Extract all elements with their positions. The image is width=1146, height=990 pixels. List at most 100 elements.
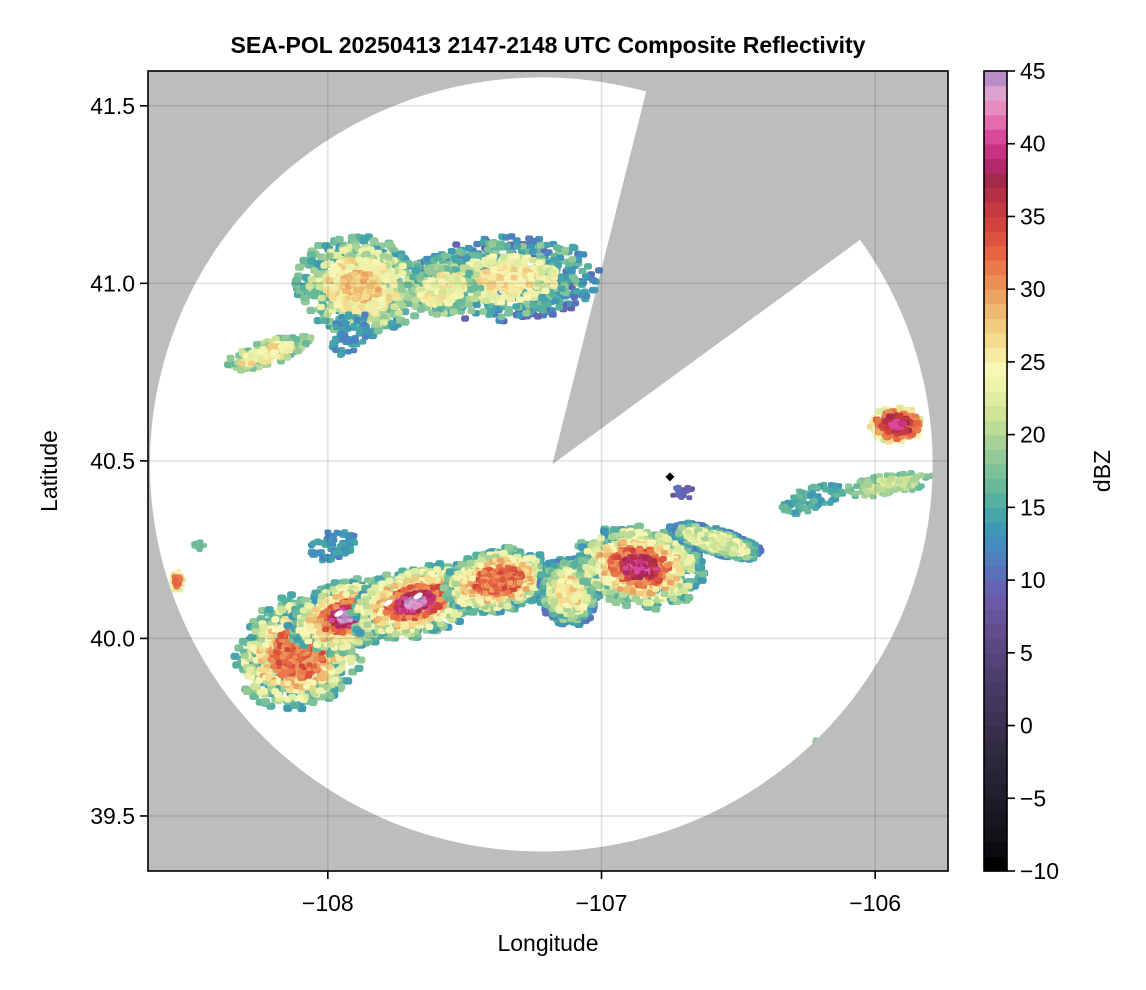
colorbar-bin <box>984 245 1007 261</box>
plot-area <box>148 71 948 871</box>
grid-lines <box>148 71 948 871</box>
echo-green-patch-west <box>307 529 359 564</box>
colorbar-bin <box>984 798 1007 814</box>
colorbar-bin <box>984 361 1007 378</box>
y-tick-label: 40.0 <box>90 625 135 651</box>
x-tick-label: −106 <box>849 890 901 916</box>
colorbar-tick-label: −10 <box>1020 858 1059 884</box>
echo-northern-band-middle <box>403 261 485 318</box>
colorbar-bin <box>984 449 1007 465</box>
echo-northern-band-west <box>291 233 428 340</box>
colorbar-bin <box>984 231 1007 247</box>
colorbar-bin <box>984 201 1007 218</box>
colorbar-bin <box>984 536 1007 552</box>
colorbar-tick-label: 5 <box>1020 640 1033 666</box>
colorbar-tick-label: 15 <box>1020 494 1046 520</box>
echo-saturated-core <box>334 610 344 617</box>
colorbar-bin <box>984 216 1007 232</box>
colorbar-bin <box>984 405 1007 421</box>
colorbar-bin <box>984 740 1007 756</box>
colorbar-tick-label: 35 <box>1020 203 1046 229</box>
colorbar-bin <box>984 420 1007 436</box>
colorbar-bin <box>984 129 1007 145</box>
colorbar-bin <box>984 114 1007 130</box>
colorbar-bin <box>984 638 1007 654</box>
y-axis-label: Latitude <box>36 430 62 512</box>
plot-frame <box>147 70 949 872</box>
colorbar-bin <box>984 827 1007 843</box>
echo-small-green <box>670 484 696 501</box>
beam-blocked-sector <box>552 71 948 465</box>
y-tick-label: 41.0 <box>90 270 135 296</box>
colorbar-bin <box>984 71 1007 87</box>
colorbar-bin <box>984 812 1007 828</box>
colorbar-bin <box>984 172 1007 188</box>
colorbar-bin <box>984 551 1007 567</box>
colorbar-bin <box>984 143 1007 159</box>
x-axis-label: Longitude <box>497 930 598 956</box>
colorbar-bin <box>984 856 1007 872</box>
echo-northern-tail <box>224 332 315 374</box>
colorbar-bin <box>984 609 1007 625</box>
colorbar-bin <box>984 580 1007 596</box>
colorbar-bin <box>984 696 1007 712</box>
colorbar-bin <box>984 623 1007 639</box>
colorbar-bin <box>984 347 1007 363</box>
colorbar-bin <box>984 565 1007 581</box>
colorbar-bin <box>984 725 1007 741</box>
reflectivity-echoes <box>168 233 933 751</box>
radar-site-marker <box>665 472 675 482</box>
colorbar-bin <box>984 841 1007 858</box>
echo-northern-green-spur <box>328 311 371 358</box>
colorbar-bin <box>984 521 1007 538</box>
y-axis: 39.5 40.0 40.5 41.0 41.5 <box>90 93 148 829</box>
colorbar-tick-label: 20 <box>1020 422 1046 448</box>
x-tick-label: −107 <box>576 890 628 916</box>
colorbar-tick-label: 30 <box>1020 276 1046 302</box>
colorbar-bin <box>984 463 1007 479</box>
colorbar-tick-label: 10 <box>1020 567 1046 593</box>
colorbar-bin <box>984 492 1007 508</box>
colorbar-bin <box>984 158 1007 174</box>
colorbar-bin <box>984 332 1007 348</box>
colorbar-bin <box>984 754 1007 770</box>
echo-southern-east-cell <box>570 522 709 613</box>
colorbar-bin <box>984 711 1007 727</box>
y-tick-label: 39.5 <box>90 803 135 829</box>
colorbar-bin <box>984 478 1007 494</box>
colorbar-tick-label: 0 <box>1020 713 1033 739</box>
colorbar-bin <box>984 187 1007 203</box>
colorbar-label: dBZ <box>1089 450 1115 492</box>
echo-eastern-streak <box>665 519 765 563</box>
colorbar-bin <box>984 318 1007 334</box>
colorbar-frame <box>983 70 1008 872</box>
echo-east-green-streak <box>778 481 846 518</box>
colorbar-bin <box>984 507 1007 523</box>
colorbar-bin <box>984 289 1007 305</box>
echo-far-west-cell <box>168 569 187 593</box>
colorbar-bin <box>984 376 1007 392</box>
colorbar-bin <box>984 303 1007 319</box>
colorbar-tick-label: 45 <box>1020 58 1046 84</box>
colorbar-tick-label: 25 <box>1020 349 1046 375</box>
echo-far-west-small <box>191 539 208 552</box>
echo-eastern-isolated-cell <box>866 404 924 445</box>
x-tick-label: −108 <box>302 890 354 916</box>
colorbar-bin <box>984 260 1007 276</box>
colorbar-bin <box>984 434 1007 450</box>
colorbar-tick-label: −5 <box>1020 785 1046 811</box>
colorbar-bin <box>984 391 1007 407</box>
colorbar-bin <box>984 681 1007 698</box>
colorbar-bin <box>984 100 1007 116</box>
echo-saturated-core <box>413 592 423 600</box>
chart-title: SEA-POL 20250413 2147-2148 UTC Composite… <box>231 32 866 58</box>
colorbar-ticks: −10 −5 0 5 10 15 20 25 30 35 40 45 <box>1007 58 1059 884</box>
colorbar <box>983 70 1008 872</box>
echo-southern-band-middle <box>439 543 553 616</box>
colorbar-bin <box>984 594 1007 610</box>
colorbar-bin <box>984 652 1007 668</box>
colorbar-tick-label: 40 <box>1020 131 1046 157</box>
colorbar-bin <box>984 783 1007 799</box>
colorbar-bin <box>984 85 1007 101</box>
